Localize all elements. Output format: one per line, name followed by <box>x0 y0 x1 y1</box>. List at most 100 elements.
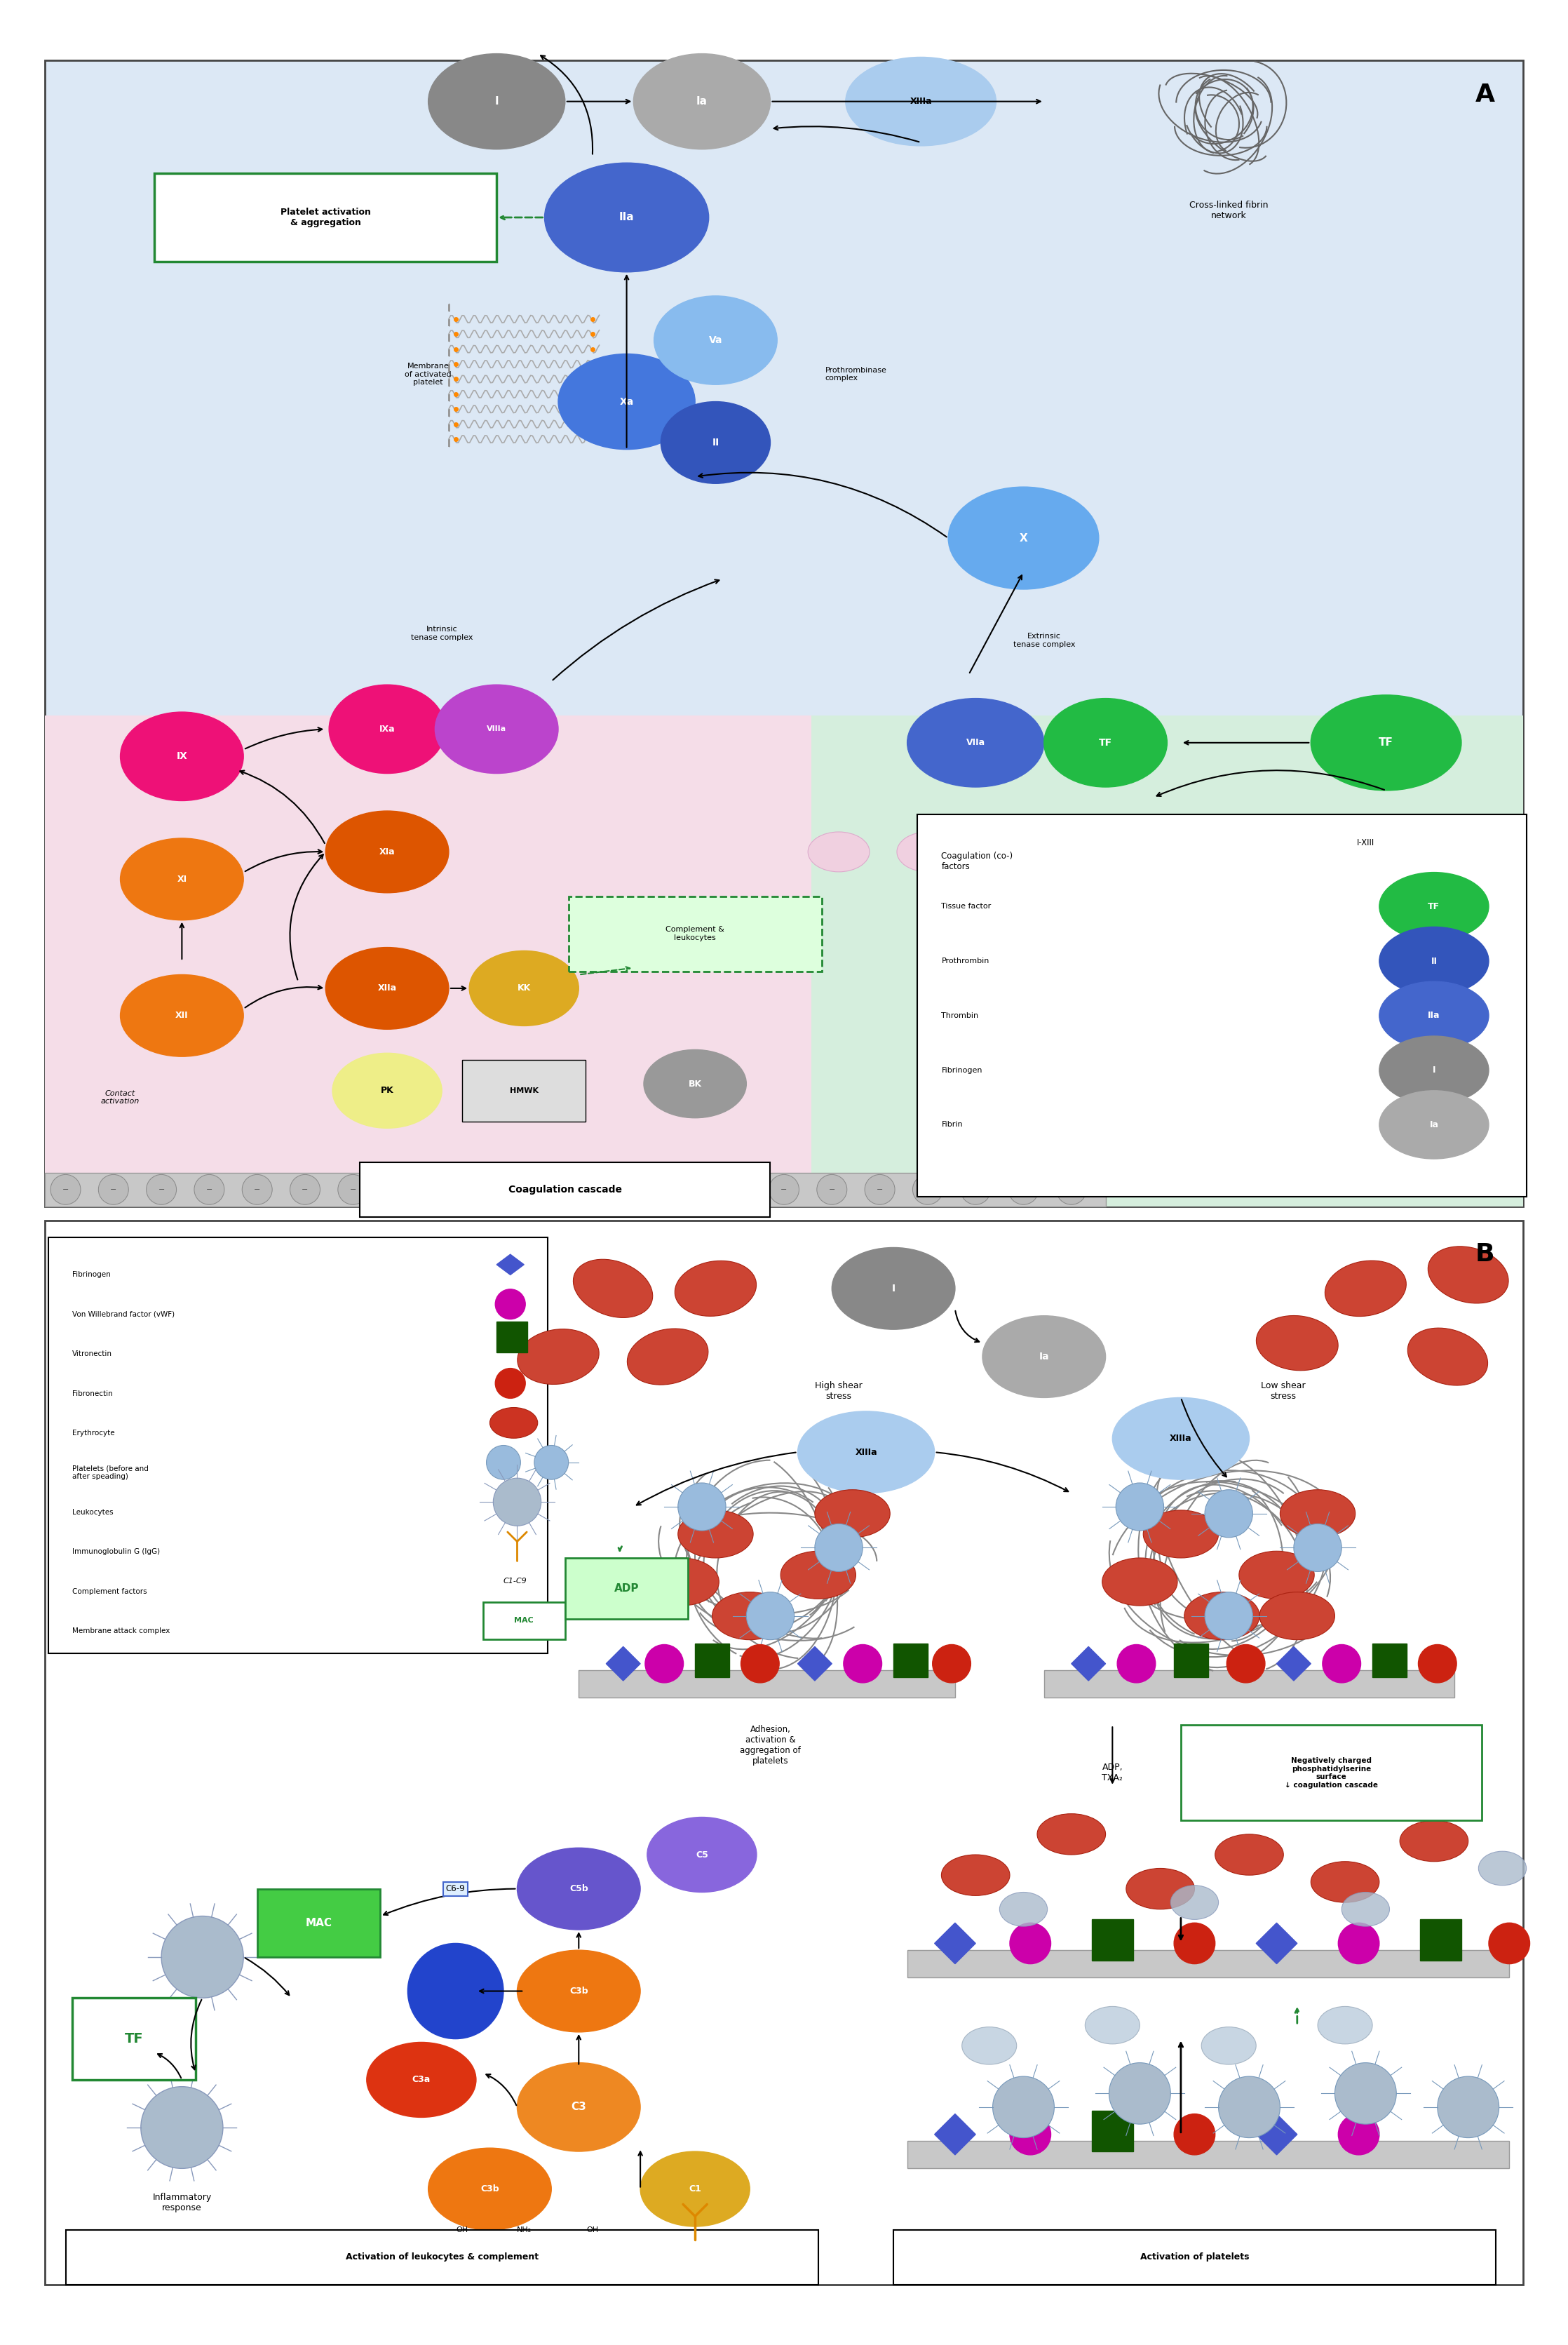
Ellipse shape <box>121 976 243 1058</box>
Polygon shape <box>607 1646 640 1681</box>
Text: Membrane
of activated
platelet: Membrane of activated platelet <box>405 363 452 387</box>
Text: Fibrinogen: Fibrinogen <box>72 1271 111 1278</box>
Text: TF: TF <box>1428 903 1439 910</box>
Circle shape <box>1338 1923 1380 1963</box>
Text: VIIIa: VIIIa <box>486 725 506 732</box>
Ellipse shape <box>1044 699 1167 788</box>
Text: I: I <box>494 96 499 108</box>
FancyBboxPatch shape <box>908 2141 1510 2169</box>
Text: Ia: Ia <box>696 96 707 108</box>
Ellipse shape <box>961 2026 1016 2064</box>
Circle shape <box>577 1175 607 1205</box>
Text: C3b: C3b <box>480 2186 499 2193</box>
Ellipse shape <box>326 947 448 1029</box>
Circle shape <box>993 2075 1054 2139</box>
Ellipse shape <box>1400 1820 1468 1862</box>
Text: Fibrin: Fibrin <box>941 1121 963 1128</box>
Ellipse shape <box>677 1510 753 1557</box>
Circle shape <box>1008 1175 1038 1205</box>
Circle shape <box>626 1175 655 1205</box>
Text: VIIa: VIIa <box>966 739 985 748</box>
Text: XIIIa: XIIIa <box>855 1447 877 1456</box>
Ellipse shape <box>1184 1592 1259 1639</box>
Circle shape <box>99 1175 129 1205</box>
Circle shape <box>817 1175 847 1205</box>
Bar <box>1091 1921 1134 1960</box>
Text: Prothrombin: Prothrombin <box>941 957 989 964</box>
Ellipse shape <box>1036 1813 1105 1855</box>
Circle shape <box>1010 2113 1051 2155</box>
Ellipse shape <box>121 837 243 919</box>
Text: Ia: Ia <box>1430 1121 1438 1130</box>
Text: Intrinsic
tenase complex: Intrinsic tenase complex <box>411 626 474 640</box>
Ellipse shape <box>1342 1892 1389 1925</box>
Text: −: − <box>590 1187 596 1194</box>
Text: MAC: MAC <box>306 1918 332 1928</box>
Circle shape <box>1226 1644 1265 1684</box>
Ellipse shape <box>644 1051 746 1119</box>
Ellipse shape <box>815 1489 891 1538</box>
Text: −: − <box>972 1187 978 1194</box>
Ellipse shape <box>1171 1885 1218 1921</box>
Text: C5: C5 <box>696 1850 709 1860</box>
Bar <box>1372 1644 1406 1677</box>
Text: C5b: C5b <box>569 1885 588 1892</box>
Ellipse shape <box>1408 1327 1488 1386</box>
Ellipse shape <box>332 1053 442 1128</box>
Ellipse shape <box>1256 1316 1338 1369</box>
Circle shape <box>1204 1592 1253 1639</box>
FancyBboxPatch shape <box>1181 1726 1482 1820</box>
Text: −: − <box>1021 1187 1027 1194</box>
Ellipse shape <box>1085 2007 1140 2045</box>
Ellipse shape <box>644 1557 720 1606</box>
Ellipse shape <box>660 401 770 483</box>
Text: Va: Va <box>709 335 723 345</box>
Text: A: A <box>1475 82 1494 106</box>
Text: B: B <box>1475 1243 1494 1266</box>
Text: Complement &
leukocytes: Complement & leukocytes <box>666 926 724 940</box>
Ellipse shape <box>544 162 709 272</box>
Ellipse shape <box>574 1259 652 1318</box>
FancyBboxPatch shape <box>359 1163 770 1217</box>
FancyBboxPatch shape <box>66 2230 818 2284</box>
Text: C3: C3 <box>571 2101 586 2113</box>
Text: Fibrinogen: Fibrinogen <box>941 1067 983 1074</box>
Ellipse shape <box>1102 1557 1178 1606</box>
Circle shape <box>290 1175 320 1205</box>
Bar <box>894 1644 928 1677</box>
Circle shape <box>961 1175 991 1205</box>
Text: II: II <box>712 439 720 448</box>
Text: −: − <box>637 1187 643 1194</box>
Text: ⚡: ⚡ <box>1292 821 1301 835</box>
Ellipse shape <box>633 54 770 150</box>
Text: −: − <box>63 1187 69 1194</box>
Text: −: − <box>828 1187 836 1194</box>
Text: Von Willebrand factor (vWF): Von Willebrand factor (vWF) <box>72 1311 176 1318</box>
Text: XII: XII <box>176 1011 188 1020</box>
Circle shape <box>746 1592 795 1639</box>
Text: Activation of leukocytes & complement: Activation of leukocytes & complement <box>345 2254 538 2261</box>
Circle shape <box>486 1445 521 1480</box>
Ellipse shape <box>329 685 445 774</box>
FancyBboxPatch shape <box>483 1602 564 1639</box>
Circle shape <box>913 1175 942 1205</box>
Circle shape <box>864 1175 895 1205</box>
Circle shape <box>495 1367 525 1398</box>
Text: Xa: Xa <box>619 396 633 406</box>
Text: −: − <box>445 1187 452 1194</box>
Circle shape <box>677 1482 726 1531</box>
Ellipse shape <box>1430 832 1493 872</box>
Ellipse shape <box>627 1330 709 1386</box>
Text: Negatively charged
phosphatidylserine
surface
↓ coagulation cascade: Negatively charged phosphatidylserine su… <box>1284 1756 1378 1789</box>
Circle shape <box>1174 2113 1215 2155</box>
Circle shape <box>768 1175 800 1205</box>
FancyBboxPatch shape <box>917 814 1526 1196</box>
Bar <box>1091 2110 1134 2150</box>
Circle shape <box>530 1175 560 1205</box>
Circle shape <box>1294 1524 1342 1571</box>
Circle shape <box>933 1644 971 1684</box>
Circle shape <box>141 2087 223 2169</box>
Circle shape <box>815 1524 862 1571</box>
Circle shape <box>1419 1644 1457 1684</box>
Ellipse shape <box>434 685 558 774</box>
